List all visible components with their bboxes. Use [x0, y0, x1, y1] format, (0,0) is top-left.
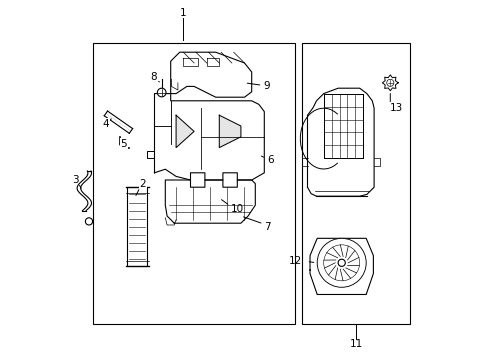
Circle shape: [157, 88, 166, 97]
Text: 9: 9: [263, 81, 270, 91]
Circle shape: [386, 79, 393, 86]
Text: 3: 3: [72, 175, 79, 185]
Text: 11: 11: [349, 339, 362, 349]
Text: 1: 1: [180, 8, 186, 18]
Text: 5: 5: [121, 139, 127, 149]
Text: 13: 13: [389, 103, 403, 113]
Bar: [302, 43, 409, 324]
Polygon shape: [176, 115, 194, 148]
Bar: [127, 187, 147, 266]
Circle shape: [85, 218, 92, 225]
Text: 8: 8: [150, 72, 157, 82]
Bar: [93, 43, 294, 324]
Polygon shape: [170, 52, 251, 97]
Polygon shape: [382, 75, 397, 91]
Polygon shape: [154, 94, 264, 180]
Polygon shape: [307, 88, 373, 196]
Text: 10: 10: [231, 204, 244, 214]
Text: 6: 6: [266, 155, 273, 165]
Text: 2: 2: [140, 179, 146, 189]
Circle shape: [337, 259, 345, 266]
Text: 12: 12: [288, 256, 302, 266]
Circle shape: [317, 238, 366, 287]
Circle shape: [323, 245, 359, 281]
Text: 4: 4: [102, 119, 109, 129]
Polygon shape: [165, 180, 255, 223]
Polygon shape: [309, 238, 373, 294]
Text: 7: 7: [264, 222, 270, 232]
Polygon shape: [219, 115, 241, 148]
